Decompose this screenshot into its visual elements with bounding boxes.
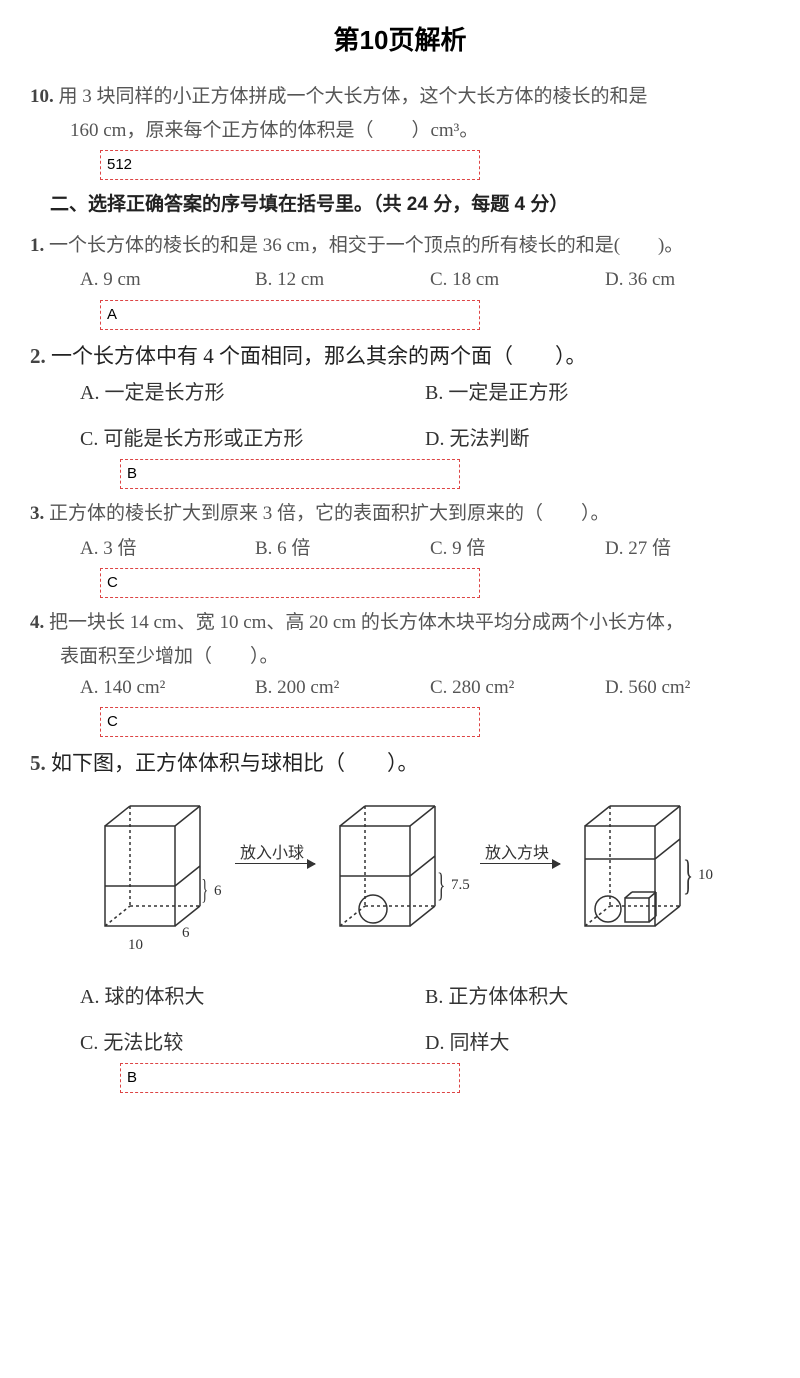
box1-h: 6	[214, 879, 222, 903]
q4-answer[interactable]: C	[100, 707, 480, 737]
q5-options: A. 球的体积大 B. 正方体体积大 C. 无法比较 D. 同样大	[80, 981, 770, 1059]
q5-answer[interactable]: B	[120, 1063, 460, 1093]
section-2-header: 二、选择正确答案的序号填在括号里。（共 24 分，每题 4 分）	[50, 190, 770, 220]
q10-num: 10.	[30, 86, 54, 107]
q3-opt-a[interactable]: A. 3 倍	[80, 534, 245, 564]
arrow2-icon	[480, 863, 560, 864]
q3-text: 正方体的棱长扩大到原来 3 倍，它的表面积扩大到原来的（ ）。	[49, 503, 610, 524]
brace-icon: }	[201, 869, 208, 914]
q5-text: 如下图，正方体体积与球相比（ ）。	[51, 751, 419, 775]
brace-icon: }	[437, 859, 445, 913]
box1-d: 6	[182, 921, 190, 945]
q1-line: 1. 一个长方体的棱长的和是 36 cm，相交于一个顶点的所有棱长的和是( )。	[30, 231, 770, 261]
q5-diagram: } 6 10 6 放入小球 } 7.5 放入方块	[90, 801, 770, 961]
q10-answer[interactable]: 512	[100, 150, 480, 180]
q2-num: 2.	[30, 344, 46, 368]
q4-line2: 表面积至少增加（ ）。	[60, 642, 770, 672]
box1-w: 10	[128, 933, 143, 957]
q2-opt-d[interactable]: D. 无法判断	[425, 423, 770, 455]
q5-opt-c[interactable]: C. 无法比较	[80, 1027, 425, 1059]
q5-num: 5.	[30, 751, 46, 775]
q4-text1: 把一块长 14 cm、宽 10 cm、高 20 cm 的长方体木块平均分成两个小…	[49, 612, 684, 633]
page-title: 第10页解析	[30, 20, 770, 62]
q10-text1: 用 3 块同样的小正方体拼成一个大长方体，这个大长方体的棱长的和是	[59, 86, 648, 107]
q2-opt-b[interactable]: B. 一定是正方形	[425, 377, 770, 409]
arrow1-icon	[235, 863, 315, 864]
q4-opt-a[interactable]: A. 140 cm²	[80, 673, 245, 703]
q1-opt-d[interactable]: D. 36 cm	[605, 265, 770, 295]
q10-line2: 160 cm，原来每个正方体的体积是（ ）cm³。	[70, 116, 770, 146]
q5-opt-a[interactable]: A. 球的体积大	[80, 981, 425, 1013]
q3-opt-b[interactable]: B. 6 倍	[255, 534, 420, 564]
q5-line: 5. 如下图，正方体体积与球相比（ ）。	[30, 747, 770, 781]
q3-answer[interactable]: C	[100, 568, 480, 598]
q3-options: A. 3 倍 B. 6 倍 C. 9 倍 D. 27 倍	[80, 534, 770, 564]
q2-text: 一个长方体中有 4 个面相同，那么其余的两个面（ ）。	[51, 344, 587, 368]
q3-opt-c[interactable]: C. 9 倍	[430, 534, 595, 564]
brace-icon: }	[683, 843, 693, 910]
box2-h: 7.5	[451, 873, 470, 897]
q2-opt-a[interactable]: A. 一定是长方形	[80, 377, 425, 409]
q1-num: 1.	[30, 235, 44, 256]
q1-opt-b[interactable]: B. 12 cm	[255, 265, 420, 295]
q3-num: 3.	[30, 503, 44, 524]
box2-svg	[325, 801, 455, 951]
q1-opt-a[interactable]: A. 9 cm	[80, 265, 245, 295]
q2-options: A. 一定是长方形 B. 一定是正方形 C. 可能是长方形或正方形 D. 无法判…	[80, 377, 770, 455]
q2-line: 2. 一个长方体中有 4 个面相同，那么其余的两个面（ ）。	[30, 340, 770, 374]
q4-options: A. 140 cm² B. 200 cm² C. 280 cm² D. 560 …	[80, 673, 770, 703]
box3-h: 10	[698, 863, 713, 887]
q4-opt-b[interactable]: B. 200 cm²	[255, 673, 420, 703]
q1-answer[interactable]: A	[100, 300, 480, 330]
q4-opt-d[interactable]: D. 560 cm²	[605, 673, 770, 703]
q5-opt-b[interactable]: B. 正方体体积大	[425, 981, 770, 1013]
q2-opt-c[interactable]: C. 可能是长方形或正方形	[80, 423, 425, 455]
q4-line1: 4. 把一块长 14 cm、宽 10 cm、高 20 cm 的长方体木块平均分成…	[30, 608, 770, 638]
q4-opt-c[interactable]: C. 280 cm²	[430, 673, 595, 703]
q5-opt-d[interactable]: D. 同样大	[425, 1027, 770, 1059]
q1-options: A. 9 cm B. 12 cm C. 18 cm D. 36 cm	[80, 265, 770, 295]
q3-line: 3. 正方体的棱长扩大到原来 3 倍，它的表面积扩大到原来的（ ）。	[30, 499, 770, 529]
q1-text: 一个长方体的棱长的和是 36 cm，相交于一个顶点的所有棱长的和是( )。	[49, 235, 683, 256]
q2-answer[interactable]: B	[120, 459, 460, 489]
q1-opt-c[interactable]: C. 18 cm	[430, 265, 595, 295]
box3-svg	[570, 801, 700, 951]
q3-opt-d[interactable]: D. 27 倍	[605, 534, 770, 564]
q10-line1: 10. 用 3 块同样的小正方体拼成一个大长方体，这个大长方体的棱长的和是	[30, 82, 770, 112]
q4-num: 4.	[30, 612, 44, 633]
